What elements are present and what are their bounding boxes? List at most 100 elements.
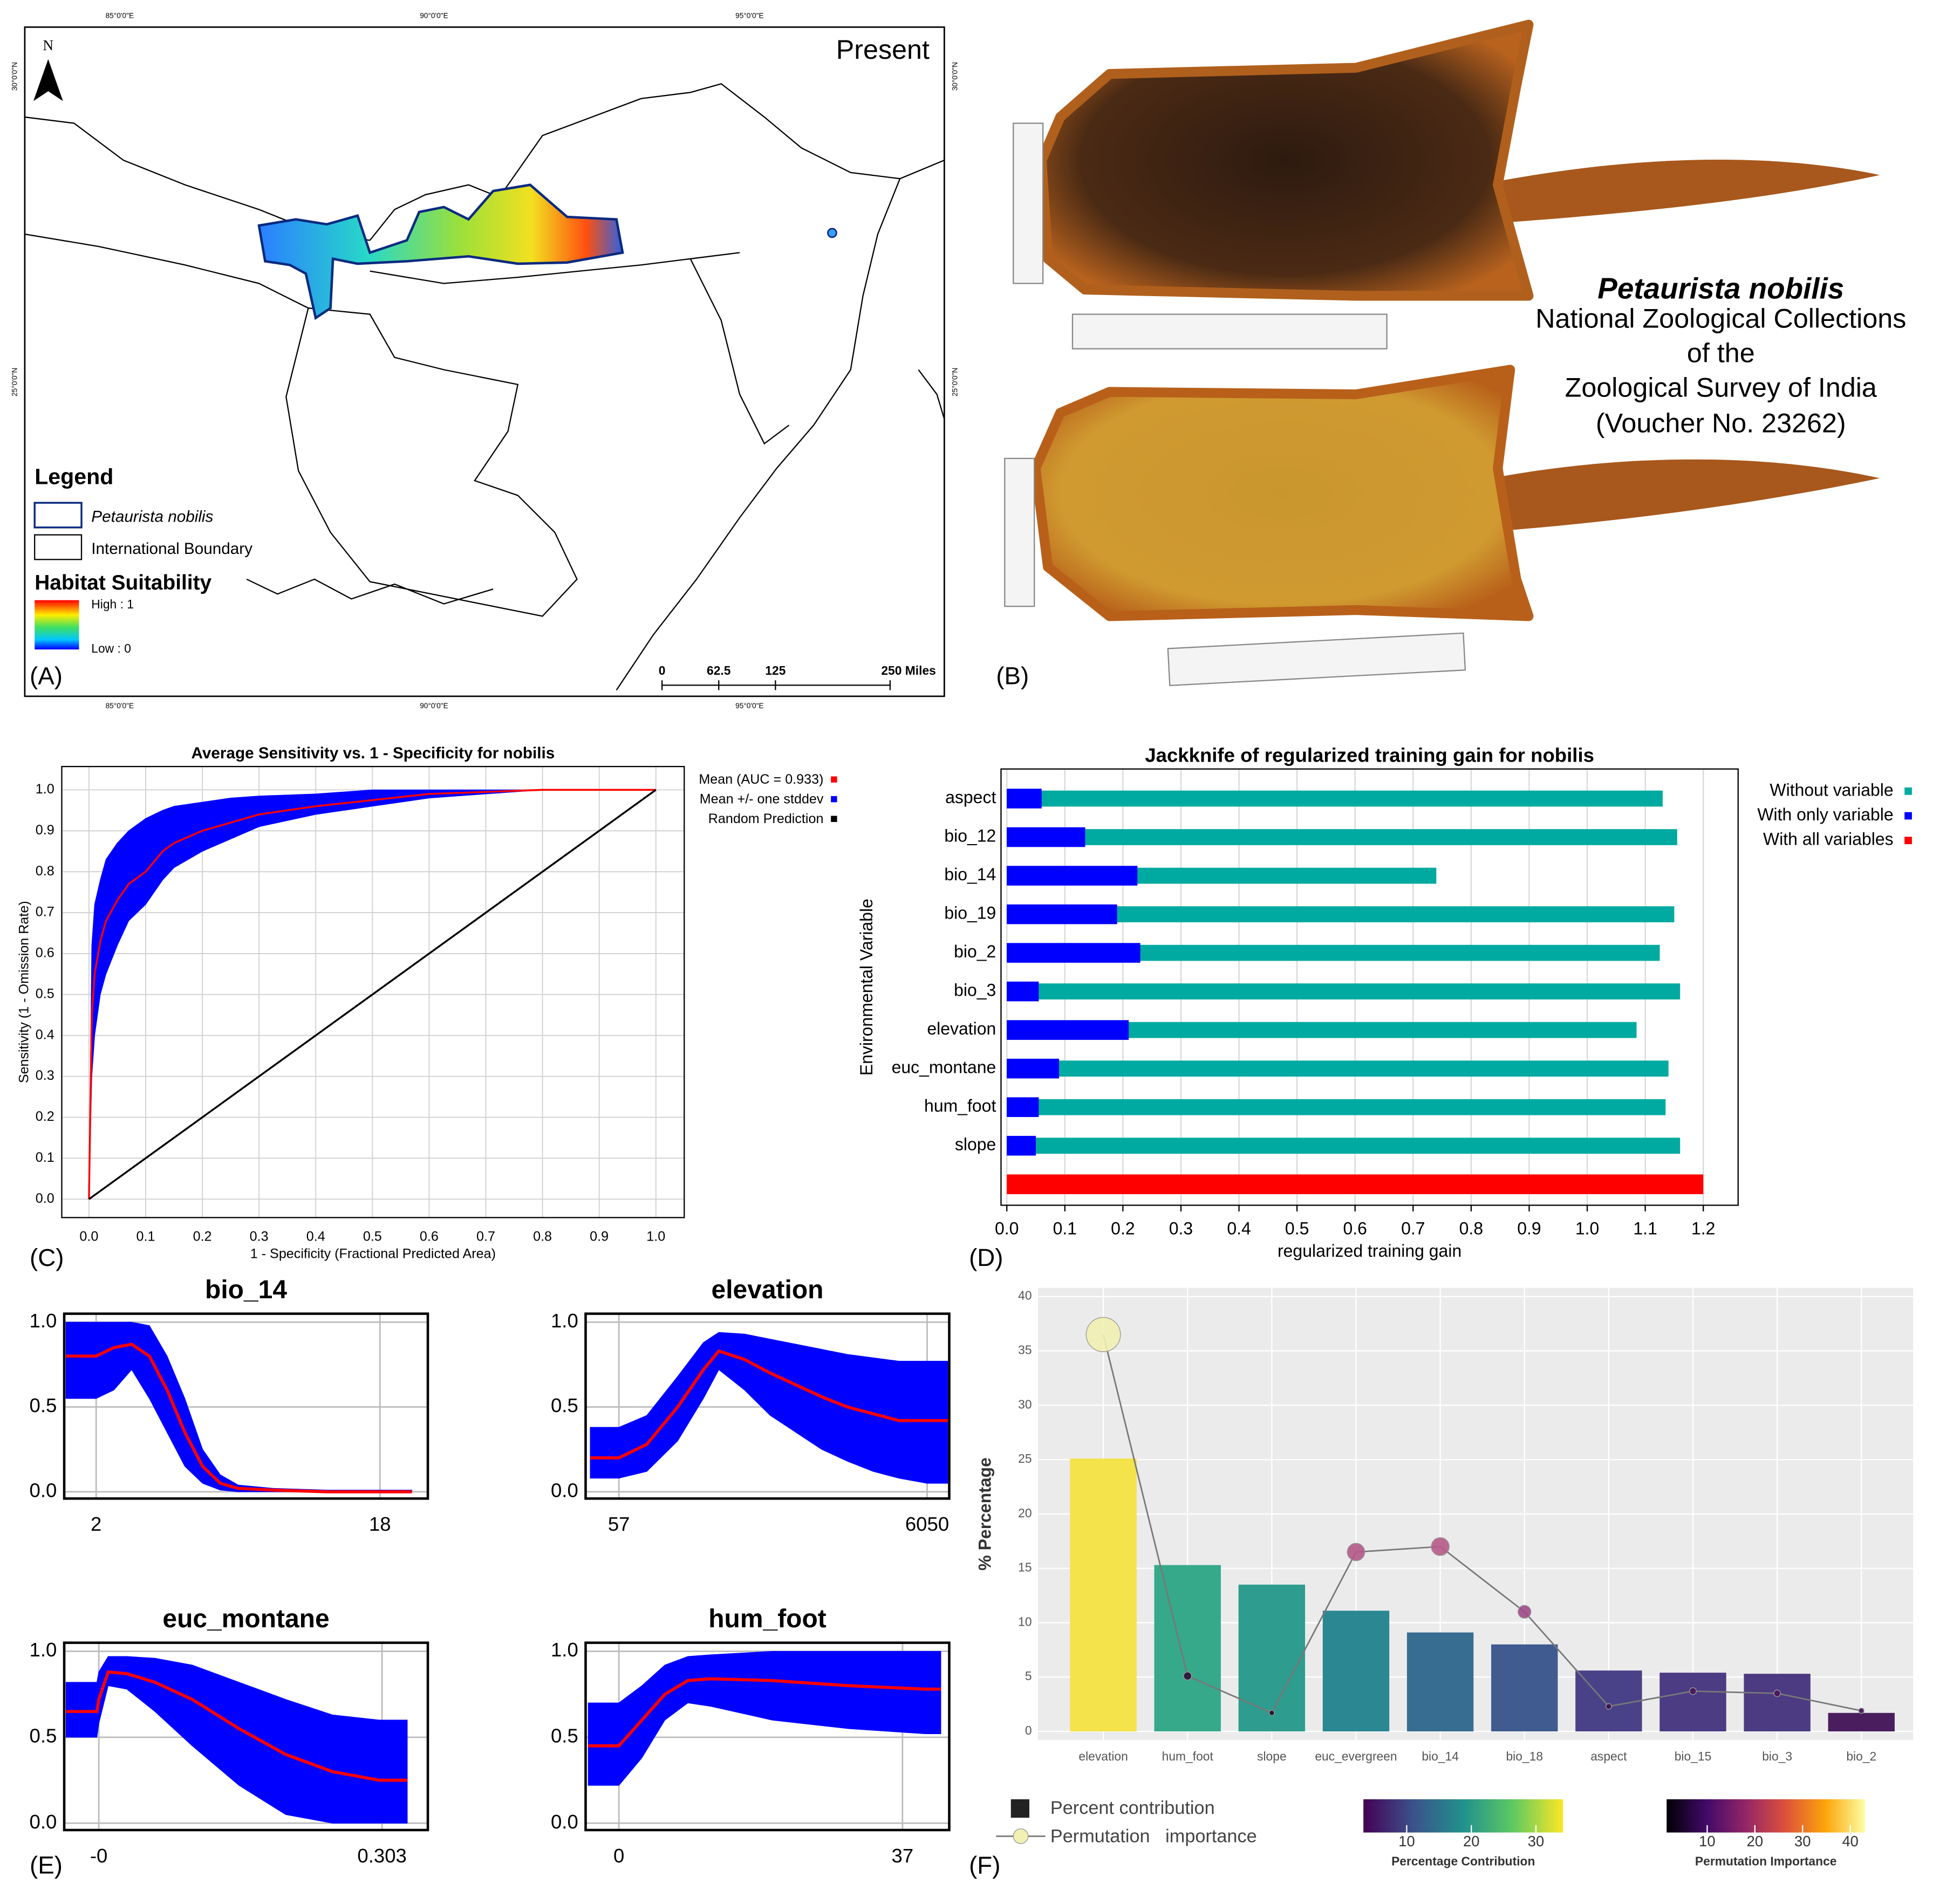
scale-label: 0 — [659, 663, 666, 677]
y-tick-label: 30 — [1018, 1397, 1032, 1411]
category-label: slope — [1257, 1749, 1287, 1763]
legend-swatch — [1904, 837, 1912, 845]
ramp-low: Low : 0 — [91, 641, 131, 655]
ramp-high: High : 1 — [91, 597, 134, 611]
bar — [1491, 1644, 1558, 1731]
lon-label: 85°0'0"E — [106, 11, 134, 19]
colorbar-title: Percentage Contribution — [1391, 1854, 1535, 1868]
caption-line: Zoological Survey of India — [1565, 372, 1877, 402]
legend-subtitle: Habitat Suitability — [35, 571, 211, 594]
caption-line: (Voucher No. 23262) — [1596, 408, 1846, 439]
lon-label: 95°0'0"E — [735, 702, 764, 710]
y-tick-label: 0.5 — [30, 1394, 57, 1416]
suitability-ramp — [35, 600, 79, 650]
map-frame — [24, 26, 945, 697]
data-point — [1605, 1703, 1612, 1710]
chart-title: elevation — [712, 1276, 824, 1304]
legend-swatch — [1904, 812, 1912, 820]
x-tick-label: 0.6 — [420, 1229, 439, 1244]
category-label: slope — [955, 1135, 996, 1154]
bar — [1828, 1713, 1895, 1731]
data-point — [1347, 1543, 1365, 1561]
x-axis-label: 1 - Specificity (Fractional Predicted Ar… — [250, 1246, 496, 1262]
legend-swatch — [34, 534, 83, 560]
x-tick-label: 0.1 — [136, 1229, 155, 1244]
x-tick-label: 0.4 — [306, 1229, 325, 1244]
y-tick-label: 1.0 — [36, 782, 54, 797]
y-tick-label: 40 — [1018, 1289, 1032, 1303]
y-tick-label: 0.5 — [36, 986, 54, 1001]
colorbar — [1363, 1799, 1563, 1833]
plot-border — [584, 1641, 951, 1832]
colorbar-tick-label: 20 — [1747, 1833, 1763, 1850]
legend-swatch — [831, 816, 837, 822]
data-point — [1518, 1605, 1532, 1619]
y-tick-label: 1.0 — [30, 1310, 57, 1332]
boundary — [285, 307, 578, 617]
category-label: aspect — [945, 787, 996, 807]
data-line — [66, 1343, 412, 1494]
legend-label: With all variables — [1763, 830, 1894, 849]
y-tick-label: 10 — [1018, 1614, 1032, 1628]
bar — [1406, 1632, 1474, 1731]
occurrence-point — [827, 228, 837, 238]
legend-swatch — [33, 502, 83, 529]
category-label: bio_15 — [1675, 1749, 1712, 1763]
legend-label: With only variable — [1757, 805, 1893, 824]
bar — [1007, 981, 1039, 1002]
caption-line: National Zoological Collections — [1535, 303, 1906, 333]
bar — [1007, 1060, 1669, 1077]
x-tick-label: 0.2 — [1111, 1219, 1135, 1238]
bar — [1007, 866, 1138, 886]
y-tick-label: 0.0 — [551, 1479, 578, 1501]
ruler — [1071, 313, 1388, 350]
y-axis-label: Environmental Variable — [857, 899, 876, 1076]
colorbar-tick-label: 20 — [1463, 1833, 1479, 1850]
bar — [1007, 1138, 1681, 1154]
y-tick-label: 0.0 — [30, 1479, 57, 1501]
y-tick-label: 35 — [1018, 1343, 1032, 1357]
y-tick-label: 0.0 — [36, 1191, 54, 1206]
bar — [1007, 1058, 1060, 1079]
bar — [1238, 1584, 1306, 1731]
category-label: bio_18 — [1506, 1749, 1543, 1763]
bar — [1007, 829, 1677, 845]
panel-label: (D) — [969, 1244, 1003, 1271]
lat-label: 30°0'0"N — [951, 62, 959, 91]
plot-border — [61, 765, 685, 1218]
legend-label: Random Prediction — [708, 811, 824, 826]
category-label: bio_14 — [1422, 1749, 1459, 1763]
colorbar-tick-label: 30 — [1794, 1833, 1811, 1850]
x-tick-label: 0.0 — [995, 1219, 1019, 1238]
legend-label: Without variable — [1770, 780, 1893, 799]
scale-label: 250 Miles — [881, 663, 936, 677]
colorbar-tick-label: 30 — [1528, 1833, 1544, 1850]
data-point — [1085, 1317, 1121, 1352]
legend-item: Petaurista nobilis — [91, 508, 213, 525]
legend-title: Legend — [35, 464, 113, 489]
x-tick-label: 2 — [91, 1513, 101, 1535]
x-tick-label: 0.5 — [1285, 1219, 1309, 1238]
y-tick-label: 0.0 — [30, 1811, 57, 1833]
data-line — [590, 1349, 948, 1460]
north-arrow — [33, 59, 63, 101]
x-tick-label: 1.0 — [646, 1229, 665, 1244]
legend-label: Percent contribution — [1050, 1798, 1215, 1818]
stddev-band — [590, 1332, 948, 1484]
scale-bar — [661, 680, 891, 690]
panel-label: (A) — [30, 662, 63, 690]
boundary — [616, 178, 901, 691]
y-tick-label: 0.6 — [36, 946, 54, 961]
x-tick-label: 6050 — [905, 1513, 949, 1535]
tail — [1479, 159, 1880, 224]
bar — [1007, 827, 1085, 847]
category-label: bio_19 — [944, 903, 996, 923]
category-label: aspect — [1590, 1749, 1627, 1763]
bar — [1007, 1174, 1704, 1194]
category-label: bio_12 — [944, 826, 996, 846]
x-tick-label: 18 — [369, 1513, 391, 1535]
legend-label: Mean (AUC = 0.933) — [699, 772, 823, 787]
bar — [1007, 790, 1663, 807]
boundary — [369, 184, 500, 241]
chart-title: euc_montane — [162, 1605, 329, 1633]
